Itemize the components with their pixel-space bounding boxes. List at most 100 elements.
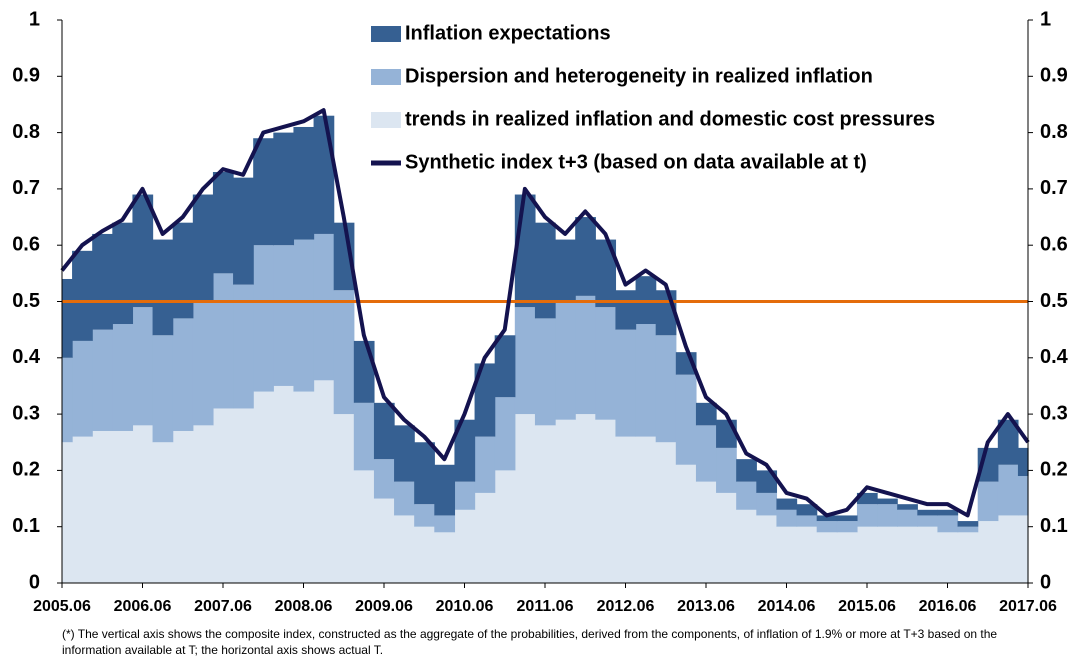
bar-segment (313, 233, 335, 381)
legend-label: Synthetic index t+3 (based on data avail… (405, 151, 867, 173)
bar-segment (615, 436, 637, 583)
bar-segment (273, 245, 295, 386)
y2-tick-label: 0.2 (1040, 459, 1068, 481)
legend-label: Inflation expectations (405, 22, 611, 44)
bar-segment (635, 324, 657, 437)
bar-segment (72, 436, 93, 583)
y-tick-label: 0 (29, 571, 40, 593)
bar-segment (192, 194, 214, 302)
bar-segment (1017, 515, 1029, 583)
y2-tick-label: 1 (1040, 8, 1051, 30)
index-line (60, 108, 1030, 518)
bar-segment (716, 419, 737, 448)
x-tick-label: 2013.06 (677, 598, 735, 615)
bar-segment (192, 301, 214, 426)
bar-segment (856, 492, 878, 505)
bar-segment (977, 521, 999, 583)
bar-segment (635, 436, 657, 583)
bar-segment (333, 414, 355, 583)
y-tick-label: 0.7 (12, 177, 40, 199)
bar-segment (796, 515, 818, 527)
bar-segment (353, 470, 375, 583)
bar-segment (353, 340, 375, 403)
y2-tick-label: 0 (1040, 571, 1051, 593)
bar-segment (575, 414, 596, 583)
footnote: (*) The vertical axis shows the composit… (62, 627, 998, 657)
y-tick-label: 0.4 (12, 346, 41, 368)
bar-segment (394, 425, 415, 482)
bar-segment (454, 481, 476, 510)
bar-segment (776, 498, 798, 510)
bar-segment (92, 329, 113, 431)
bar-segment (957, 532, 979, 583)
y2-tick-label: 0.4 (1040, 346, 1069, 368)
bar-segment (675, 464, 697, 583)
legend-swatch (371, 26, 401, 42)
bar-segment (655, 442, 677, 583)
bar-segment (997, 515, 1019, 583)
y-tick-label: 0.8 (12, 121, 40, 143)
bar-segment (253, 245, 274, 392)
bar-segment (816, 515, 838, 522)
bar-segment (494, 470, 516, 583)
x-tick-label: 2014.06 (758, 598, 816, 615)
bar-segment (736, 509, 757, 583)
bar-segment (615, 329, 637, 437)
bar-segment (595, 307, 617, 420)
bar-segment (454, 509, 476, 583)
bar-segment (1017, 476, 1029, 516)
bar-segment (937, 515, 959, 533)
bar-segment (555, 239, 576, 302)
bar-segment (796, 504, 818, 516)
x-tick-label: 2017.06 (999, 598, 1057, 615)
bar-segment (555, 301, 576, 420)
bar-segment (534, 425, 556, 583)
bar-segment (957, 521, 979, 527)
bar-segment (152, 239, 174, 336)
bar-segment (575, 217, 596, 296)
bar-segment (555, 419, 576, 583)
bar-segment (373, 459, 395, 499)
bar-segment (736, 481, 757, 510)
bar-segment (72, 250, 93, 341)
bar-segment (836, 515, 858, 522)
bar-segment (434, 464, 456, 516)
bar-segment (62, 278, 73, 358)
bar-segment (897, 526, 918, 583)
y-tick-label: 0.6 (12, 233, 40, 255)
bar-segment (394, 481, 415, 516)
bar-segment (132, 307, 154, 426)
bar-segment (353, 402, 375, 471)
bar-segment (776, 509, 798, 527)
y2-tick-label: 0.8 (1040, 121, 1068, 143)
bar-segment (816, 521, 838, 533)
bar-segment (514, 414, 536, 583)
bar-segment (454, 419, 476, 482)
bar-segment (776, 526, 798, 583)
bar-segment (313, 380, 335, 583)
bar-segment (474, 492, 496, 583)
x-tick-label: 2012.06 (597, 598, 655, 615)
bar-segment (333, 290, 355, 415)
y2-tick-label: 0.3 (1040, 402, 1068, 424)
bar-segment (112, 324, 134, 431)
y-tick-label: 0.1 (12, 515, 40, 537)
bar-segment (72, 340, 93, 437)
bar-segment (172, 318, 194, 431)
bar-segment (977, 481, 999, 522)
bar-segment (856, 526, 878, 583)
bar-segment (172, 222, 194, 319)
bar-segment (293, 239, 315, 392)
legend-label: Dispersion and heterogeneity in realized… (405, 65, 873, 87)
bar-segment (695, 402, 717, 426)
y2-tick-label: 0.5 (1040, 290, 1068, 312)
x-tick-label: 2008.06 (275, 598, 333, 615)
bar-segment (273, 385, 295, 583)
y2-tick-label: 0.9 (1040, 65, 1068, 87)
bar-segment (92, 430, 113, 583)
bar-segment (62, 357, 73, 443)
bar-segment (595, 239, 617, 308)
x-tick-label: 2007.06 (194, 598, 252, 615)
x-tick-label: 2011.06 (517, 598, 574, 615)
